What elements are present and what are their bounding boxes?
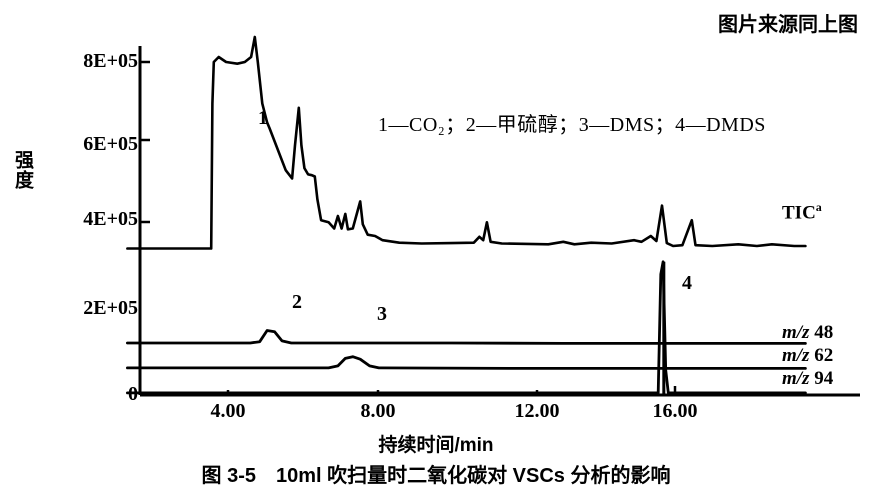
mz-symbol: m/z [782, 345, 810, 366]
peak-label-2: 2 [292, 291, 302, 313]
y-tick-label: 4E+05 [83, 208, 138, 230]
trace-label-tic-superscript: a [815, 200, 822, 214]
figure-caption: 图 3-5 10ml 吹扫量时二氧化碳对 VSCs 分析的影响 [201, 465, 671, 487]
y-axis-label: 强度 [12, 150, 33, 190]
mz-value: 94 [814, 368, 834, 389]
x-tick-label: 16.00 [652, 400, 698, 422]
x-axis-label: 持续时间/min [378, 435, 494, 456]
mz-value: 48 [814, 322, 834, 343]
compound-legend: 1—CO₂；2—甲硫醇；3—DMS；4—DMDS [378, 114, 766, 136]
source-note: 图片来源同上图 [718, 14, 858, 36]
x-tick-label: 8.00 [360, 400, 396, 422]
mz-symbol: m/z [782, 368, 810, 389]
trace-label-mz94: m/z 94 [782, 368, 833, 390]
mz-value: 62 [814, 345, 834, 366]
y-tick-label: 8E+05 [83, 50, 138, 72]
peak-label-3: 3 [377, 303, 387, 325]
peak-label-1: 1 [258, 107, 268, 129]
trace-label-mz48: m/z 48 [782, 322, 833, 344]
trace-label-mz62: m/z 62 [782, 345, 833, 367]
trace-label-tic-text: TIC [782, 202, 816, 224]
x-tick-label: 12.00 [514, 400, 560, 422]
y-tick-label: 6E+05 [83, 133, 138, 155]
x-tick-label: 4.00 [210, 400, 246, 422]
trace-label-tic: TICa [782, 200, 822, 224]
mz-symbol: m/z [782, 322, 810, 343]
y-tick-label: 2E+05 [83, 297, 138, 319]
peak-label-4: 4 [682, 272, 692, 294]
